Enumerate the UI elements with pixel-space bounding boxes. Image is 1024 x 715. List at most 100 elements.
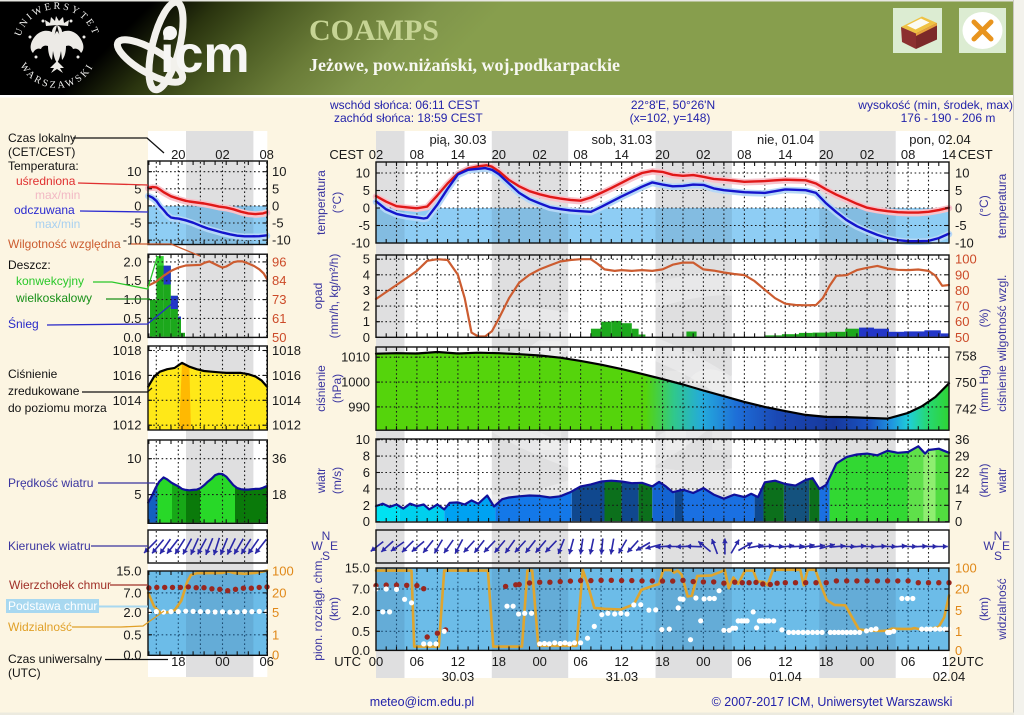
svg-text:-10: -10 [955,236,974,251]
svg-text:(mm Hg): (mm Hg) [977,365,991,412]
svg-text:Widzialność: Widzialność [8,620,72,634]
svg-text:CEST: CEST [329,147,364,162]
svg-text:(°C): (°C) [977,195,991,216]
svg-text:18: 18 [819,654,833,669]
svg-text:61: 61 [272,311,286,326]
svg-text:widzialność: widzialność [995,578,1009,640]
svg-text:nie, 01.04: nie, 01.04 [757,132,814,147]
svg-text:10: 10 [356,166,370,181]
svg-text:02: 02 [532,147,546,162]
svg-text:1012: 1012 [272,418,301,433]
svg-text:7.0: 7.0 [123,585,141,600]
svg-text:UTC: UTC [334,654,361,669]
svg-text:-5: -5 [358,218,370,233]
svg-text:1000: 1000 [341,375,370,390]
svg-text:5: 5 [134,181,141,196]
svg-text:0: 0 [272,198,279,213]
svg-text:60: 60 [955,314,969,329]
svg-text:odczuwana: odczuwana [14,203,75,217]
svg-text:02: 02 [215,147,229,162]
svg-text:29: 29 [955,449,969,464]
svg-text:pią, 30.03: pią, 30.03 [429,132,486,147]
svg-text:0.0: 0.0 [352,643,370,658]
svg-text:max/min: max/min [35,217,80,231]
svg-text:CEST: CEST [958,147,993,162]
svg-text:50: 50 [272,330,286,345]
svg-text:temperatura: temperatura [314,170,328,235]
svg-text:02: 02 [860,147,874,162]
svg-text:0: 0 [955,643,962,658]
svg-text:20: 20 [272,585,286,600]
svg-text:18: 18 [655,654,669,669]
svg-text:do poziomu morza: do poziomu morza [8,401,107,415]
svg-text:0: 0 [363,201,370,216]
svg-text:0.0: 0.0 [123,330,141,345]
svg-text:8: 8 [363,449,370,464]
svg-text:(°C): (°C) [330,192,344,213]
svg-text:18: 18 [492,654,506,669]
svg-text:5: 5 [363,183,370,198]
svg-text:7.0: 7.0 [352,582,370,597]
svg-text:10: 10 [127,451,141,466]
svg-text:08: 08 [410,147,424,162]
svg-text:wielkoskalowy: wielkoskalowy [15,291,92,305]
svg-text:20: 20 [655,147,669,162]
svg-text:N: N [322,529,331,543]
svg-text:© 2007-2017 ICM, Uniwersytet W: © 2007-2017 ICM, Uniwersytet Warszawski [712,695,953,709]
svg-text:12: 12 [778,654,792,669]
svg-text:14: 14 [942,147,956,162]
svg-text:wysokość (min, środek, max): wysokość (min, środek, max) [857,98,1013,112]
svg-text:4: 4 [363,481,370,496]
svg-text:06: 06 [259,654,273,669]
svg-text:pion. rozciągł. chm.: pion. rozciągł. chm. [311,557,325,660]
svg-text:758: 758 [955,348,977,363]
svg-text:-10: -10 [351,236,370,251]
svg-text:12: 12 [614,654,628,669]
svg-text:(km/h): (km/h) [977,464,991,498]
svg-text:22°8'E, 50°26'N: 22°8'E, 50°26'N [631,98,715,112]
svg-text:ciśnienie: ciśnienie [995,365,1009,412]
svg-text:20: 20 [955,582,969,597]
svg-text:2: 2 [363,498,370,513]
svg-text:06: 06 [901,654,915,669]
svg-text:14: 14 [778,147,792,162]
svg-text:02: 02 [369,147,383,162]
svg-text:1018: 1018 [113,343,142,358]
svg-text:90: 90 [955,267,969,282]
svg-text:70: 70 [955,299,969,314]
svg-text:100: 100 [272,564,294,579]
svg-text:konwekcyjny: konwekcyjny [16,274,84,288]
svg-text:20: 20 [171,147,185,162]
svg-text:Śnieg: Śnieg [8,316,39,331]
svg-text:08: 08 [737,147,751,162]
svg-text:18: 18 [171,654,185,669]
svg-text:4: 4 [363,267,370,282]
svg-text:2.0: 2.0 [123,605,141,620]
svg-text:0.0: 0.0 [123,648,141,663]
svg-text:0: 0 [955,514,962,529]
svg-text:990: 990 [348,399,370,414]
svg-text:Kierunek wiatru: Kierunek wiatru [8,539,91,553]
svg-text:UTC: UTC [957,654,984,669]
svg-text:50: 50 [955,330,969,345]
svg-text:-10: -10 [272,233,291,248]
svg-text:20: 20 [492,147,506,162]
svg-text:Podstawa chmur: Podstawa chmur [8,599,97,613]
svg-text:5: 5 [134,487,141,502]
svg-text:(UTC): (UTC) [8,666,41,680]
svg-text:W: W [983,539,995,553]
svg-text:Deszcz:: Deszcz: [8,258,51,272]
svg-text:1014: 1014 [113,393,142,408]
svg-text:uśredniona: uśredniona [16,174,76,188]
svg-text:10: 10 [127,164,141,179]
svg-text:zredukowane: zredukowane [8,384,80,398]
svg-text:Prędkość wiatru: Prędkość wiatru [8,476,93,490]
svg-text:10: 10 [955,166,969,181]
svg-text:1: 1 [272,627,279,642]
svg-text:02.04: 02.04 [933,669,966,684]
svg-text:ciśnienie: ciśnienie [314,365,328,412]
svg-text:0: 0 [363,330,370,345]
svg-text:5: 5 [955,183,962,198]
svg-text:14: 14 [451,147,465,162]
svg-text:0: 0 [134,198,141,213]
